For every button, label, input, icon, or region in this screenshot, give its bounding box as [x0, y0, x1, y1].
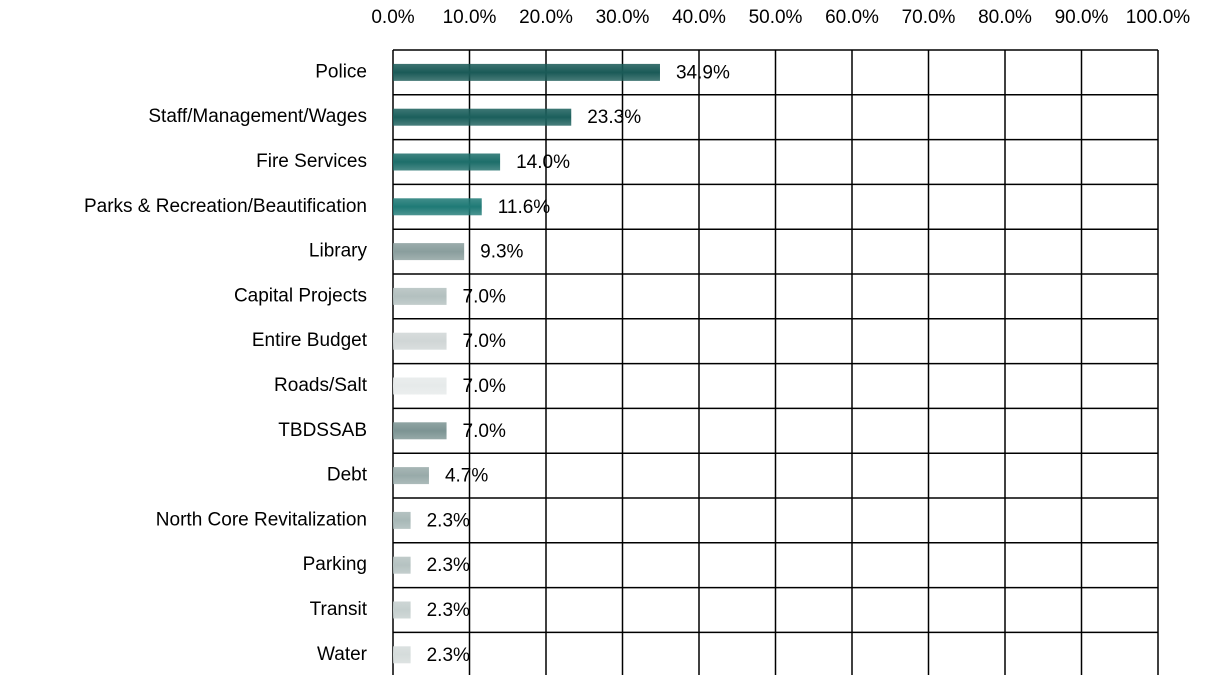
y-tick-label: Entire Budget — [252, 330, 368, 351]
data-label: 14.0% — [516, 152, 570, 173]
bar — [393, 646, 411, 664]
data-label: 11.6% — [498, 197, 551, 218]
y-tick-label: Water — [317, 644, 368, 665]
bar — [393, 108, 572, 126]
bar — [393, 601, 411, 619]
bar — [393, 153, 501, 171]
bar — [393, 556, 411, 574]
bar — [393, 422, 447, 440]
y-tick-label: Fire Services — [256, 151, 367, 172]
bar — [393, 377, 447, 395]
y-tick-label: TBDSSAB — [278, 420, 367, 441]
y-tick-label: Roads/Salt — [274, 375, 368, 396]
data-label: 2.3% — [427, 600, 470, 621]
bar — [393, 198, 482, 216]
bar — [393, 511, 411, 529]
x-tick-label: 80.0% — [978, 7, 1032, 28]
data-label: 2.3% — [427, 645, 470, 666]
data-label: 2.3% — [427, 555, 470, 576]
data-label: 7.0% — [463, 331, 506, 352]
data-label: 7.0% — [463, 421, 506, 442]
y-tick-label: Parking — [303, 554, 367, 575]
x-tick-label: 70.0% — [902, 7, 956, 28]
bar — [393, 332, 447, 350]
y-tick-label: Police — [315, 61, 367, 82]
x-tick-label: 90.0% — [1055, 7, 1109, 28]
y-tick-label: Staff/Management/Wages — [148, 106, 367, 127]
bar — [393, 63, 660, 81]
y-tick-label: Transit — [310, 599, 368, 620]
x-tick-label: 10.0% — [443, 7, 497, 28]
y-tick-label: Capital Projects — [234, 285, 367, 306]
data-label: 34.9% — [676, 62, 730, 83]
x-tick-label: 50.0% — [749, 7, 803, 28]
data-label: 4.7% — [445, 466, 488, 487]
x-tick-label: 40.0% — [672, 7, 726, 28]
y-tick-label: Parks & Recreation/Beautification — [84, 196, 367, 217]
bar — [393, 243, 465, 261]
y-tick-label: North Core Revitalization — [156, 509, 367, 530]
x-tick-label: 0.0% — [371, 7, 414, 28]
data-label: 23.3% — [587, 107, 641, 128]
bar — [393, 287, 447, 305]
x-tick-label: 30.0% — [596, 7, 650, 28]
data-label: 2.3% — [427, 510, 470, 531]
data-label: 7.0% — [463, 376, 506, 397]
x-tick-label: 20.0% — [519, 7, 573, 28]
data-label: 9.3% — [480, 242, 523, 263]
y-tick-label: Library — [309, 241, 368, 262]
bar — [393, 467, 429, 485]
x-tick-label: 60.0% — [825, 7, 879, 28]
y-tick-label: Debt — [327, 465, 368, 486]
x-tick-label: 100.0% — [1126, 7, 1191, 28]
data-label: 7.0% — [463, 286, 506, 307]
